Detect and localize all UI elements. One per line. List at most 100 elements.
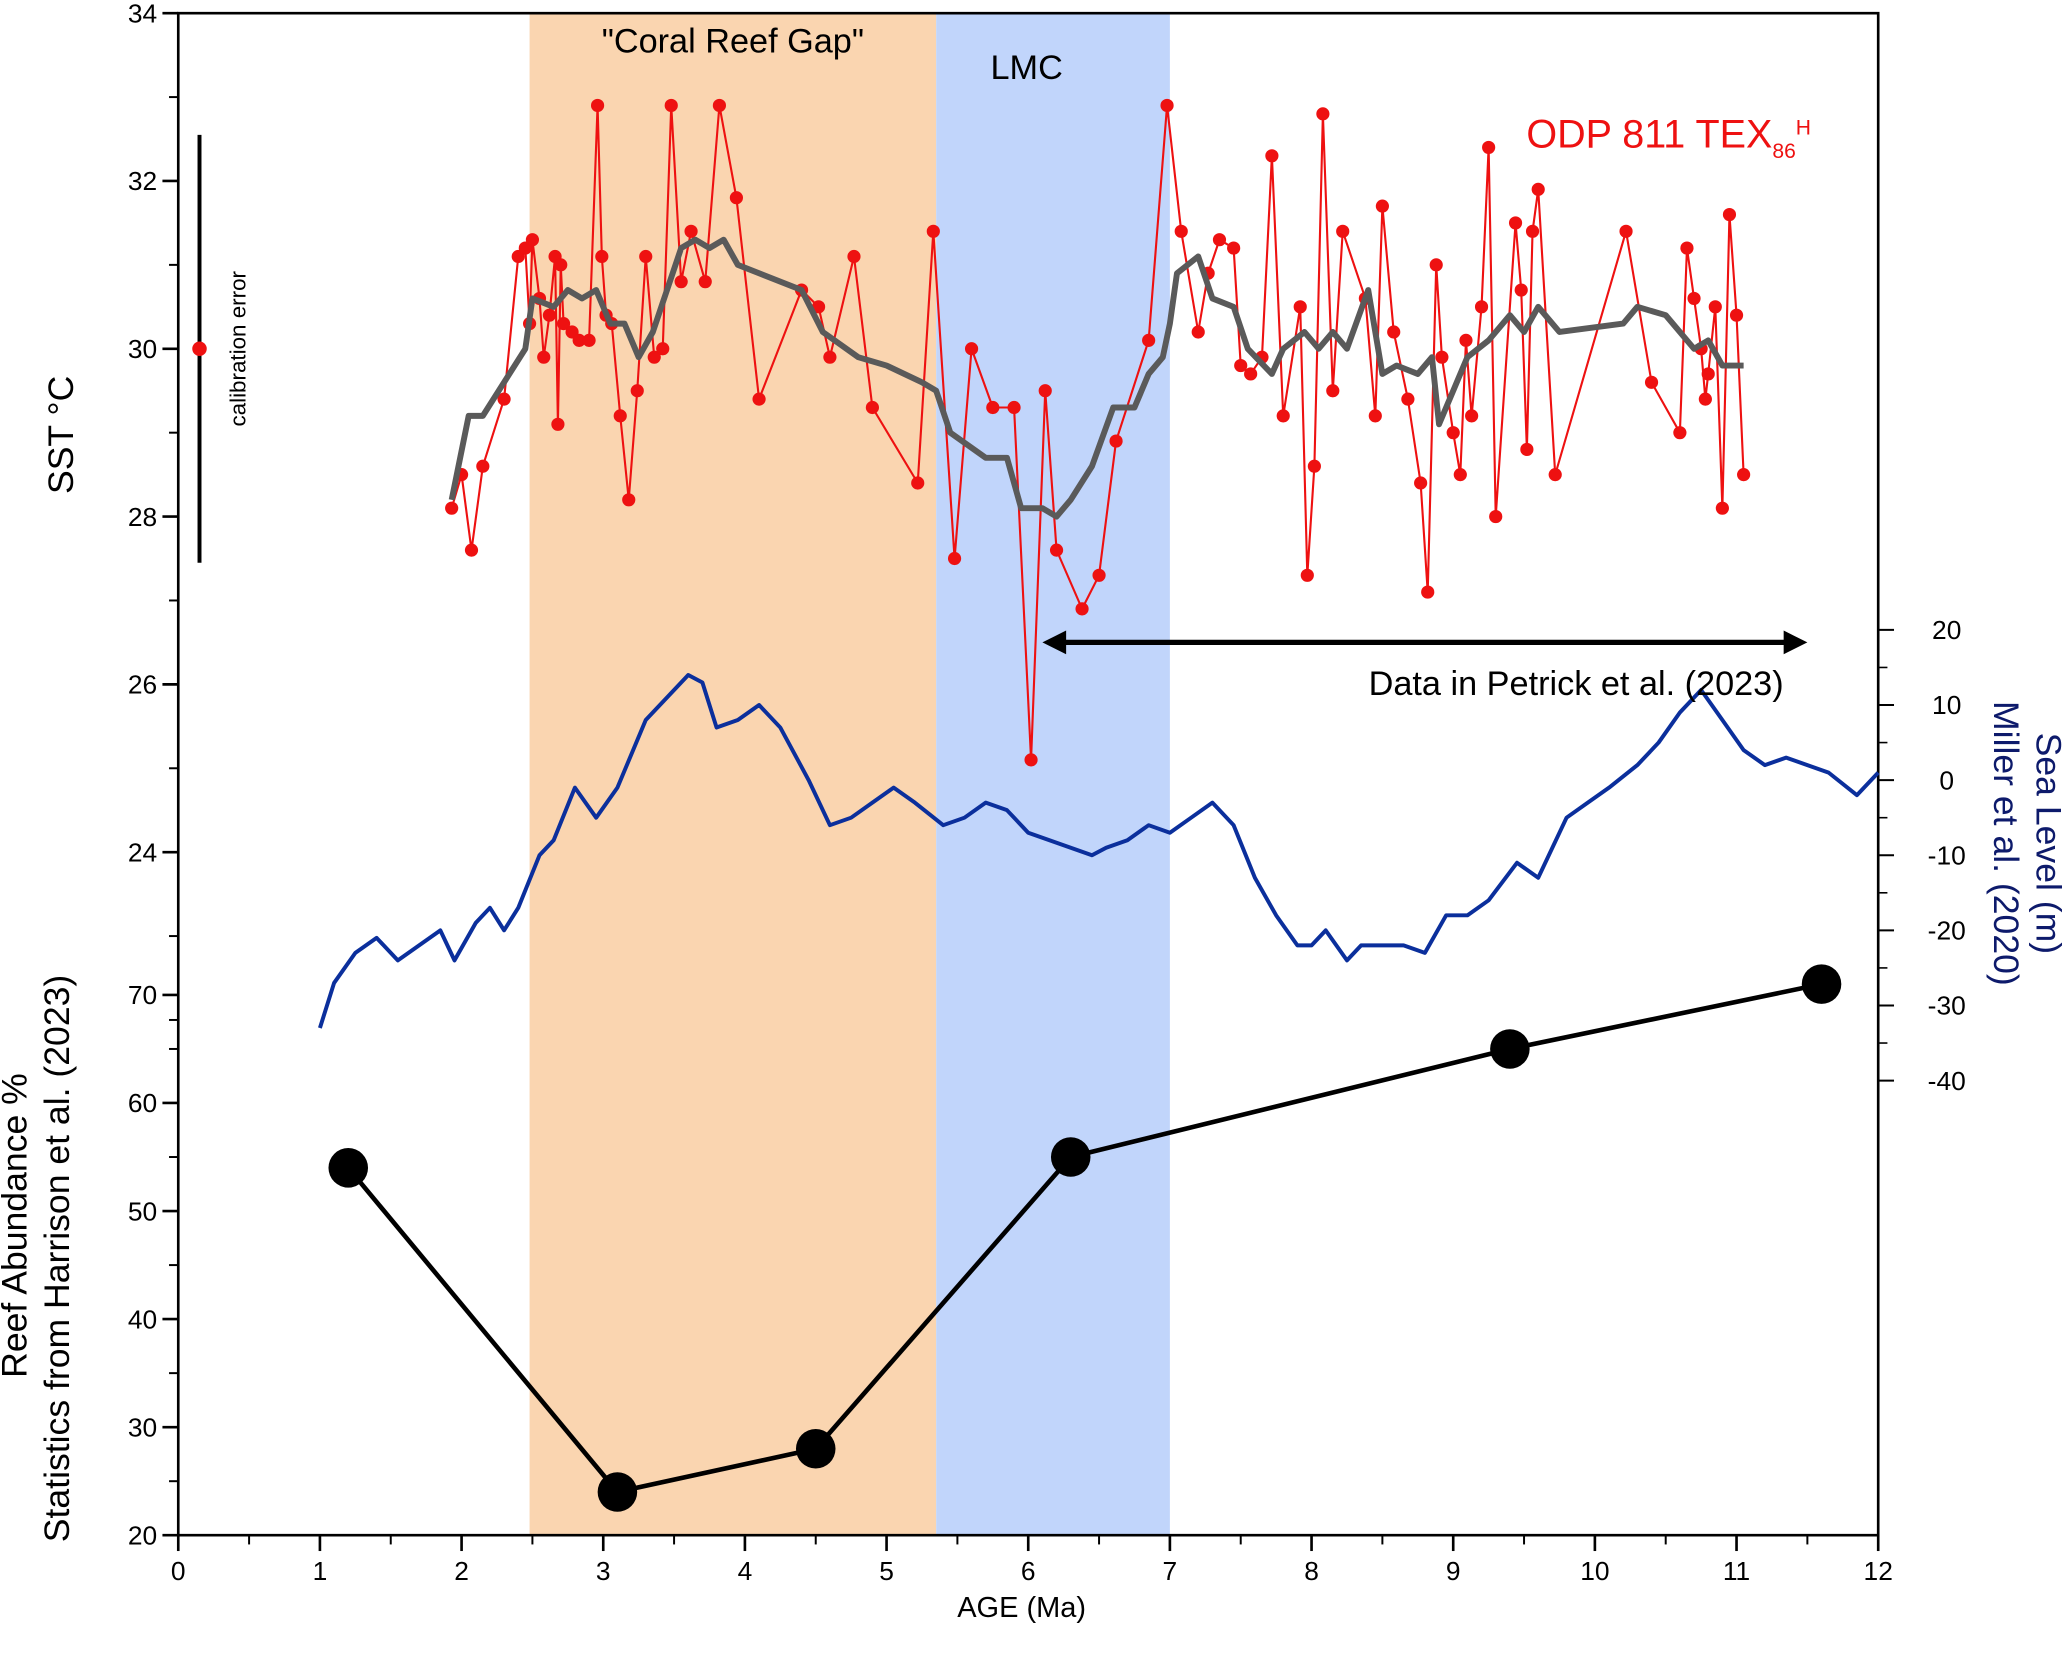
data-point (1075, 602, 1089, 616)
data-point (476, 459, 490, 473)
y3-tick-label: 50 (128, 1196, 157, 1226)
x-tick-label: 10 (1580, 1556, 1609, 1586)
data-point (1401, 392, 1415, 406)
x-tick-label: 8 (1304, 1556, 1319, 1586)
legend-sup: H (1796, 116, 1811, 139)
data-point (1729, 308, 1744, 322)
y2-tick-label: 0 (1939, 765, 1954, 795)
y3-tick-label: 70 (128, 980, 157, 1010)
y2-tick-label: -30 (1928, 991, 1966, 1021)
data-point (445, 501, 459, 515)
data-point (656, 342, 670, 356)
data-point (1737, 468, 1751, 482)
data-point (1490, 1029, 1530, 1069)
arrow-label: Data in Petrick et al. (2023) (1369, 665, 1784, 703)
shaded-span (936, 13, 1170, 1536)
data-point (525, 233, 540, 247)
arrow-head (1042, 630, 1067, 655)
x-tick-label: 4 (738, 1556, 753, 1586)
data-point (1316, 107, 1330, 121)
data-point (1801, 964, 1842, 1004)
y2-tick-label: -40 (1928, 1066, 1966, 1096)
data-point (795, 1429, 836, 1469)
error-point (192, 341, 207, 357)
data-point (1680, 241, 1694, 255)
data-point (497, 392, 511, 406)
x-tick-label: 1 (313, 1556, 328, 1586)
data-point (1293, 300, 1307, 314)
data-point (551, 417, 565, 431)
data-point (1508, 216, 1523, 230)
x-tick-label: 6 (1021, 1556, 1036, 1586)
data-point (1109, 434, 1123, 448)
data-point (1459, 333, 1473, 347)
data-point (622, 493, 636, 507)
data-point (1307, 459, 1321, 473)
data-point (823, 350, 837, 364)
data-point (752, 392, 766, 406)
span-label: LMC (991, 49, 1063, 87)
data-point (1520, 442, 1534, 457)
data-point (698, 275, 712, 289)
data-point (1336, 224, 1350, 238)
data-point (1673, 426, 1687, 440)
data-point (1276, 409, 1290, 423)
legend-name: ODP 811 TEX (1526, 113, 1772, 157)
data-point (590, 98, 605, 113)
data-point (1212, 233, 1227, 247)
data-point (556, 317, 571, 331)
data-point (1244, 367, 1258, 381)
data-point (1489, 509, 1503, 524)
data-point (1453, 468, 1467, 482)
y-tick-label: 32 (128, 166, 157, 196)
data-point (1644, 375, 1659, 389)
data-point (1024, 753, 1038, 767)
data-point (582, 333, 596, 347)
data-point (1160, 98, 1174, 113)
y-tick-label: 28 (128, 502, 157, 532)
x-tick-label: 12 (1864, 1556, 1893, 1586)
data-point (1429, 258, 1443, 272)
data-point (1234, 358, 1248, 373)
y2-tick-label: -10 (1928, 840, 1966, 870)
data-point (1227, 241, 1241, 255)
data-point (1265, 149, 1279, 163)
shaded-span (529, 13, 937, 1536)
x-tick-label: 2 (454, 1556, 469, 1586)
y3-tick-label: 20 (128, 1520, 157, 1550)
data-point (729, 191, 743, 205)
y2-tick-label: -20 (1928, 916, 1966, 946)
y3-tick-label: 30 (128, 1412, 157, 1442)
legend-label: ODP 811 TEX86H (1526, 113, 1811, 164)
data-point (1687, 291, 1701, 306)
data-point (1474, 300, 1489, 314)
data-point (684, 224, 698, 238)
data-point (1482, 140, 1496, 155)
data-point (1414, 476, 1428, 490)
data-point (865, 400, 879, 415)
y2-axis-title: Sea Level (m) (2028, 733, 2067, 954)
span-label: "Coral Reef Gap" (602, 23, 864, 61)
data-point (1142, 333, 1156, 347)
data-point (1435, 350, 1449, 364)
data-point (639, 249, 653, 264)
y3-axis-title: Statistics from Harrison et al. (2023) (37, 975, 77, 1542)
x-tick-label: 3 (596, 1556, 611, 1586)
data-point (1038, 384, 1052, 398)
data-point (1092, 568, 1106, 582)
y2-tick-label: 10 (1932, 690, 1961, 720)
data-point (1049, 543, 1064, 557)
arrow-head (1783, 630, 1808, 655)
data-point (1698, 392, 1712, 406)
data-point (1174, 224, 1188, 238)
data-point (1514, 283, 1528, 297)
data-point (964, 342, 979, 356)
x-tick-label: 11 (1723, 1556, 1750, 1586)
data-point (947, 551, 962, 566)
data-point (712, 98, 726, 113)
x-tick-label: 0 (171, 1556, 186, 1586)
data-point (1715, 501, 1729, 515)
y-tick-label: 26 (128, 670, 157, 700)
